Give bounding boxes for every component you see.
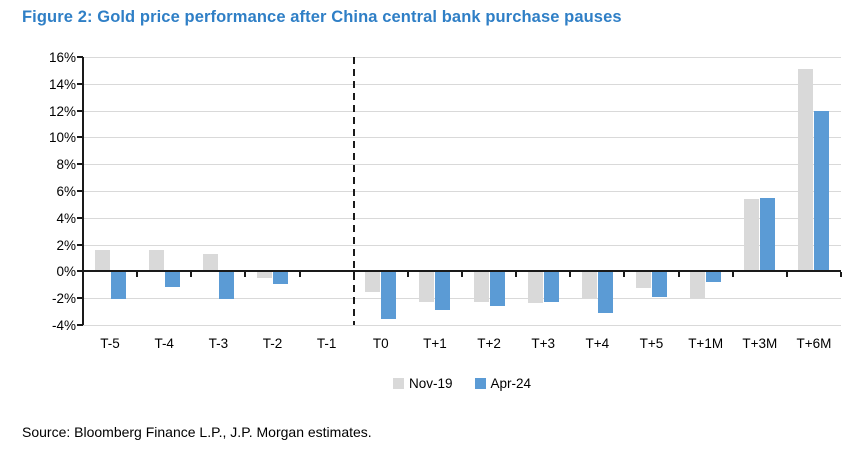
bar-nov19-t-5 [94, 249, 110, 272]
y-axis-line [82, 57, 84, 325]
bar-nov19-t+3 [527, 272, 543, 304]
y-tick-label: -2% [51, 291, 76, 307]
bar-apr24-t+3 [543, 272, 559, 302]
x-axis-tick [569, 272, 572, 278]
y-axis-tick [77, 216, 83, 219]
bar-apr24-t+6m [814, 110, 830, 272]
x-tick-label: T+3M [742, 336, 778, 351]
gridline [83, 137, 841, 139]
x-axis-line [83, 270, 841, 273]
bar-apr24-t+5 [652, 272, 667, 297]
legend-item-apr24: Apr-24 [474, 376, 532, 391]
y-axis-tick [77, 136, 83, 139]
x-tick-label: T+4 [585, 336, 610, 351]
x-tick-label: T-4 [154, 336, 174, 351]
x-axis-tick [785, 272, 788, 278]
bar-apr24-t+4 [597, 272, 613, 313]
gridline [83, 191, 841, 192]
y-axis-tick [77, 109, 83, 112]
x-axis-tick [623, 272, 626, 278]
gridline [83, 57, 841, 58]
x-tick-label: T+5 [639, 336, 664, 351]
x-tick-label: T-1 [316, 336, 337, 351]
y-tick-label: 4% [56, 210, 76, 226]
x-tick-label: T-5 [100, 336, 120, 351]
x-tick-label: T+1M [688, 336, 724, 351]
gridline [83, 298, 841, 300]
bar-nov19-t0 [365, 272, 381, 293]
source-note: Source: Bloomberg Finance L.P., J.P. Mor… [22, 424, 372, 440]
x-axis-tick [136, 272, 139, 278]
bar-apr24-t+3m [760, 197, 776, 272]
y-axis-tick [77, 324, 83, 326]
x-tick-label: T+3 [531, 336, 556, 351]
y-tick-label: 16% [48, 50, 76, 65]
y-tick-label: 8% [56, 157, 76, 173]
legend-item-nov19: Nov-19 [392, 376, 453, 391]
x-tick-label: T-3 [208, 336, 229, 351]
gridline [83, 164, 841, 166]
y-axis-tick [77, 190, 83, 192]
event-dashed-line [352, 57, 355, 325]
y-tick-label: 12% [48, 103, 76, 119]
bar-nov19-t+3m [744, 199, 760, 272]
legend-swatch-nov19 [392, 378, 404, 389]
bar-nov19-t-2 [257, 272, 272, 278]
y-tick-label: 14% [48, 76, 76, 92]
legend-label-nov19: Nov-19 [408, 376, 453, 391]
y-axis-tick [77, 56, 83, 58]
bar-nov19-t+1 [419, 272, 435, 302]
bar-nov19-t+6m [798, 69, 814, 272]
bar-apr24-t-4 [164, 272, 180, 288]
bar-apr24-t+1m [706, 272, 722, 282]
figure-title: Figure 2: Gold price performance after C… [22, 8, 622, 26]
gridline [83, 110, 841, 112]
y-axis-tick [77, 270, 83, 273]
gridline [83, 244, 841, 246]
y-tick-label: -4% [51, 318, 76, 333]
bar-apr24-t-3 [218, 272, 234, 300]
y-tick-label: 10% [48, 130, 76, 146]
bar-nov19-t-3 [202, 253, 218, 272]
gridline [83, 217, 841, 219]
y-tick-label: 6% [56, 184, 76, 199]
legend: Nov-19 Apr-24 [83, 376, 841, 391]
x-tick-label: T+6M [796, 336, 832, 351]
gridline [83, 83, 841, 85]
y-tick-label: 0% [56, 264, 76, 280]
x-tick-label: T-2 [262, 336, 283, 351]
bar-nov19-t-4 [148, 249, 164, 272]
x-axis-tick [840, 272, 842, 278]
x-axis-tick [298, 272, 301, 278]
x-axis-tick [461, 272, 463, 278]
bar-nov19-t+2 [473, 272, 489, 302]
x-axis-tick [731, 272, 734, 278]
y-tick-label: 2% [56, 237, 76, 253]
bar-nov19-t+4 [581, 272, 597, 298]
x-tick-label: T+1 [423, 336, 447, 351]
gridline [83, 325, 841, 326]
bar-nov19-t+1m [690, 272, 706, 300]
y-axis-tick [77, 243, 83, 246]
x-tick-label: T0 [372, 336, 389, 351]
bar-apr24-t-5 [110, 272, 126, 300]
x-axis-tick [677, 272, 680, 278]
x-axis-tick [244, 272, 247, 278]
bar-nov19-t+5 [636, 272, 651, 289]
x-axis-tick [515, 272, 518, 278]
x-axis-tick [82, 272, 84, 278]
bar-apr24-t+1 [435, 272, 451, 310]
bar-apr24-t-2 [273, 272, 288, 285]
bar-apr24-t0 [381, 272, 397, 320]
y-axis-tick [77, 163, 83, 166]
y-axis-tick [77, 82, 83, 85]
x-tick-label: T+2 [477, 336, 501, 351]
legend-swatch-apr24 [474, 378, 486, 389]
y-axis-tick [77, 297, 83, 300]
x-axis-tick [190, 272, 193, 278]
bar-apr24-t+2 [489, 272, 505, 306]
legend-label-apr24: Apr-24 [490, 376, 532, 391]
x-axis-tick [406, 272, 409, 278]
